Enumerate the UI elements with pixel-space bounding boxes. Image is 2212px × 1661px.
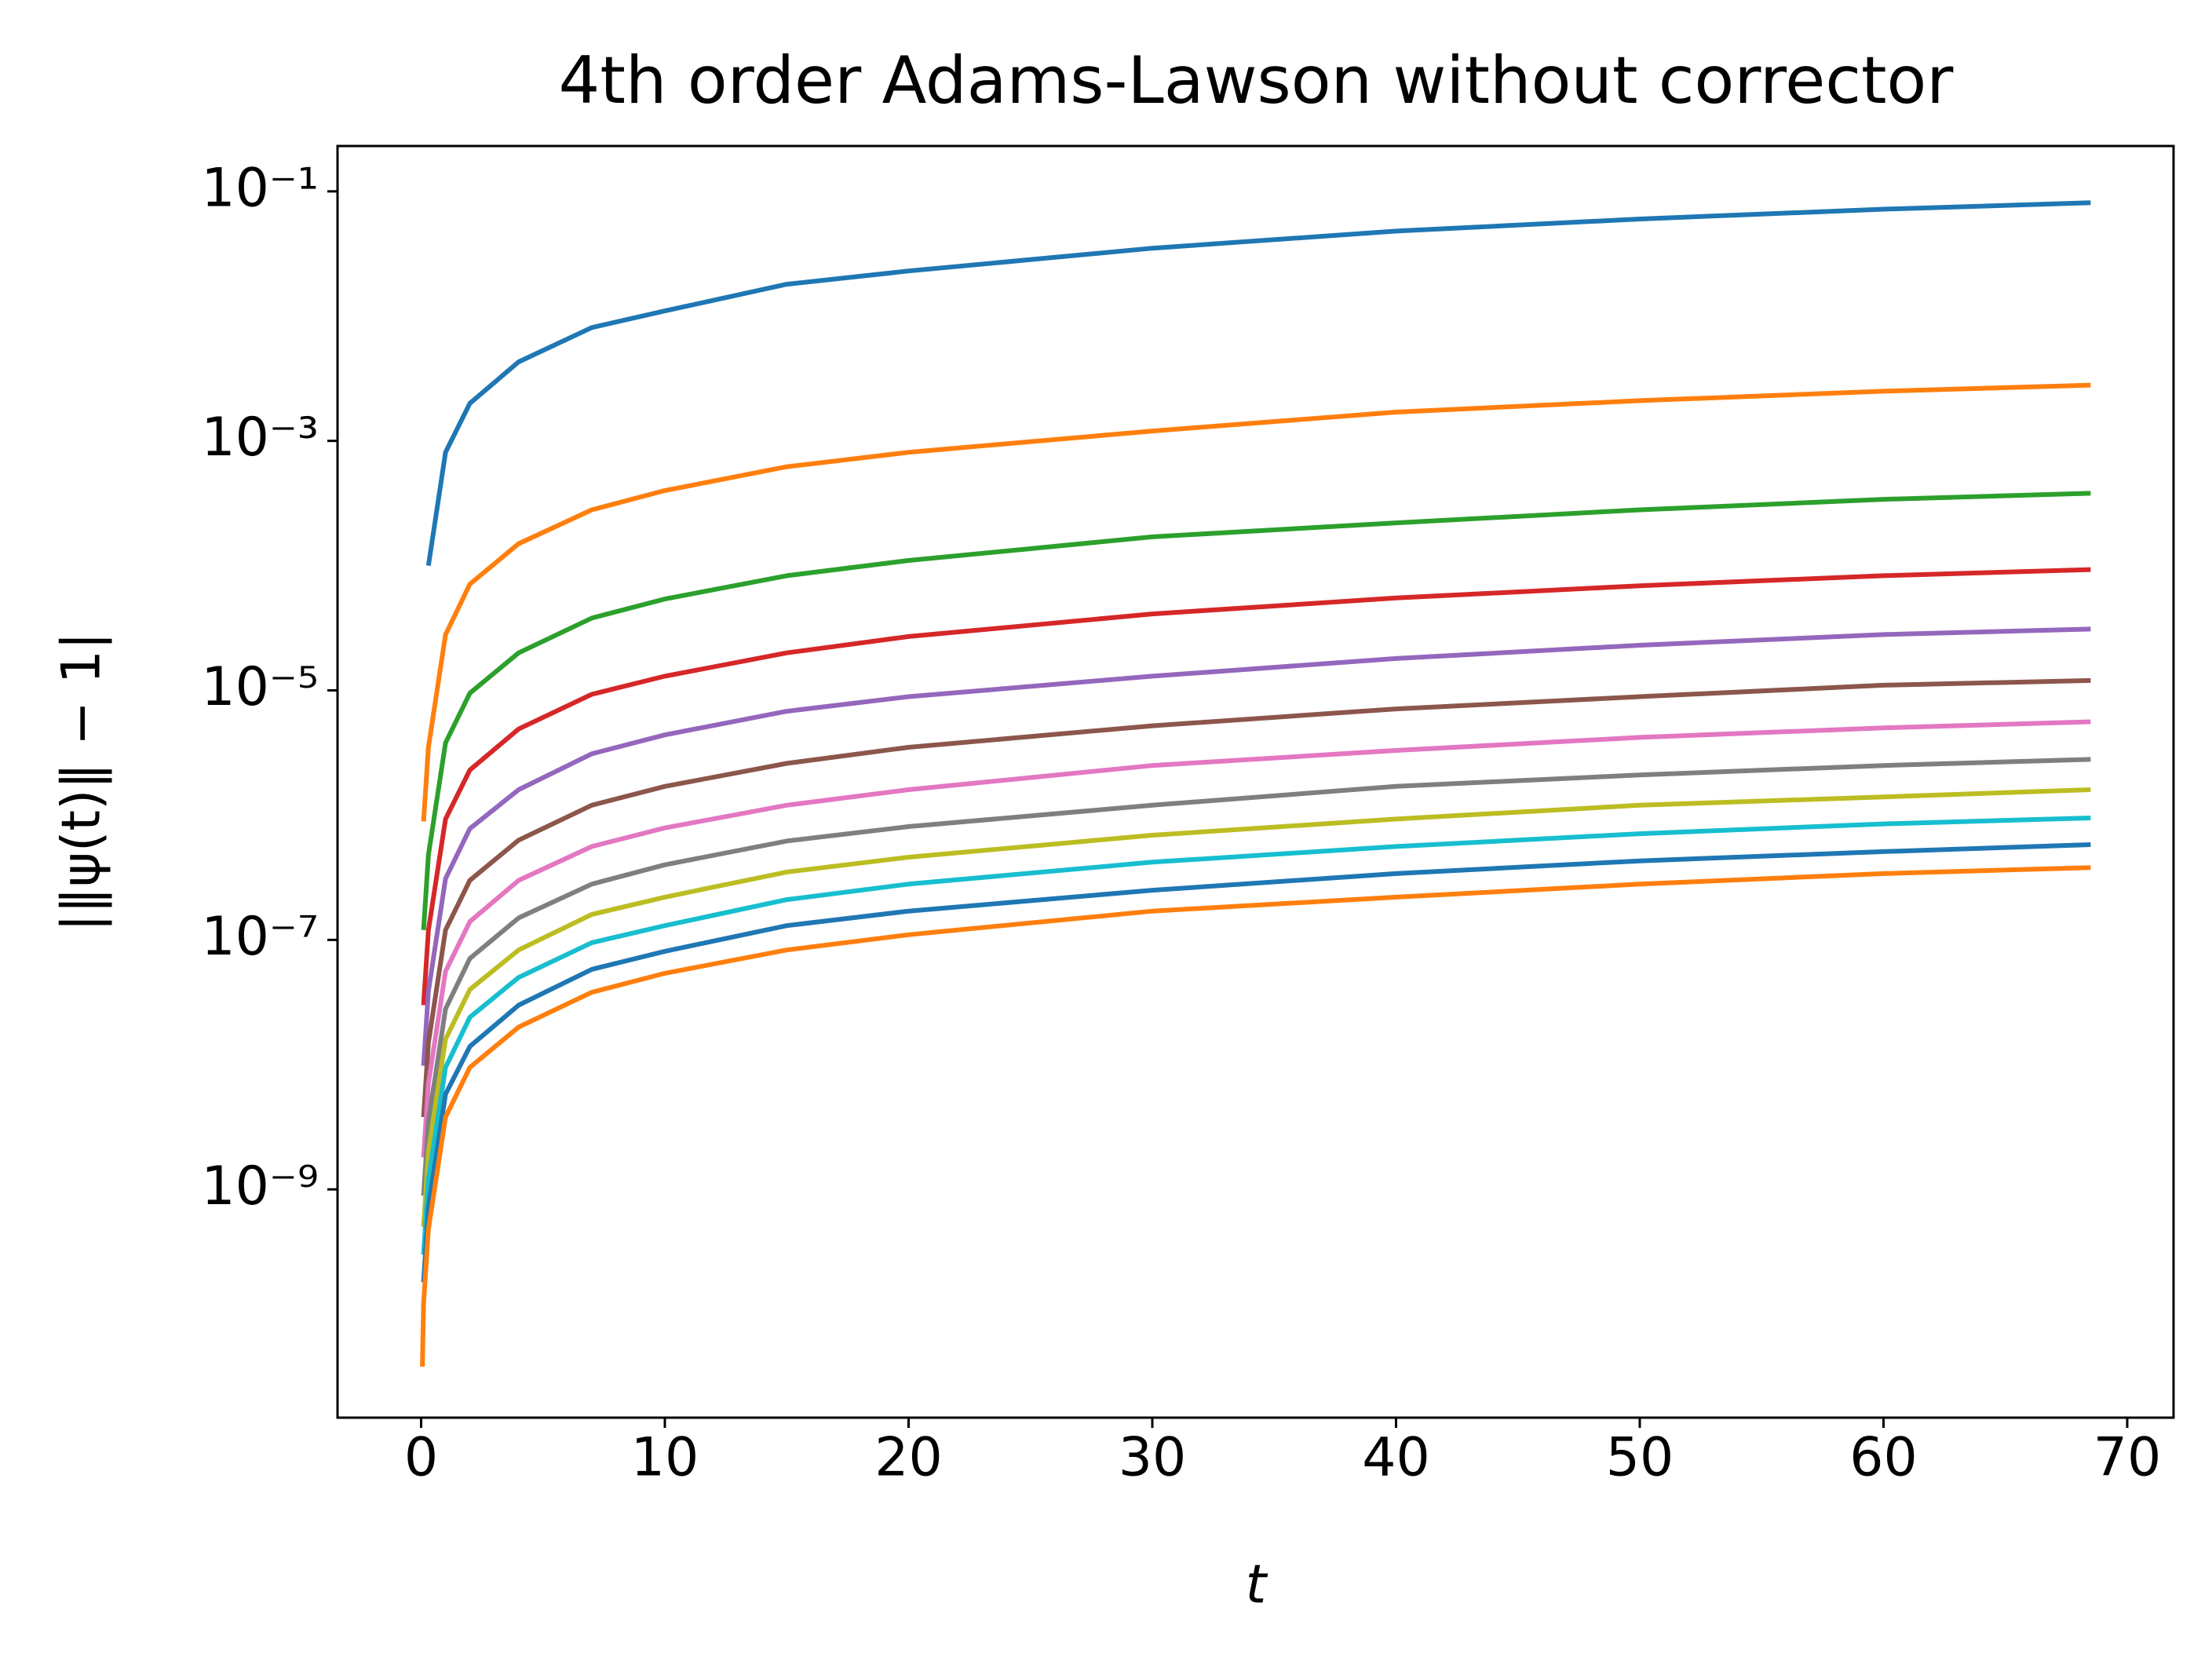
x-tick-label: 30 — [1119, 1427, 1187, 1489]
series-line — [420, 865, 2091, 1367]
y-tick-label: 10⁻³ — [201, 407, 319, 469]
x-tick-label: 20 — [874, 1427, 943, 1489]
y-tick-label: 10⁻⁵ — [201, 656, 319, 718]
series-line — [421, 816, 2091, 1255]
x-tick-label: 40 — [1362, 1427, 1430, 1489]
series-line — [421, 626, 2091, 1066]
plot-frame — [336, 144, 2175, 1419]
x-tick-label: 0 — [404, 1427, 438, 1489]
series-line — [421, 567, 2091, 1006]
x-tick-label: 10 — [631, 1427, 699, 1489]
y-tick-label: 10⁻⁷ — [201, 906, 319, 968]
y-axis-label: |‖ψ(t)‖ − 1| — [51, 632, 113, 932]
series-line — [421, 719, 2091, 1158]
y-tick-label: 10⁻⁹ — [201, 1155, 319, 1217]
series-line — [421, 757, 2091, 1196]
series-line — [421, 382, 2091, 822]
x-axis-label: t — [1246, 1554, 1268, 1616]
series-line — [421, 677, 2091, 1118]
y-tick-label: 10⁻¹ — [201, 157, 319, 219]
series-line — [425, 200, 2091, 567]
series-line — [421, 842, 2091, 1283]
x-tick-label: 70 — [2093, 1427, 2162, 1489]
series-line — [421, 491, 2091, 930]
x-tick-label: 50 — [1606, 1427, 1674, 1489]
chart-title: 4th order Adams-Lawson without corrector — [559, 42, 1955, 119]
series-line — [421, 787, 2091, 1228]
x-tick-label: 60 — [1849, 1427, 1918, 1489]
